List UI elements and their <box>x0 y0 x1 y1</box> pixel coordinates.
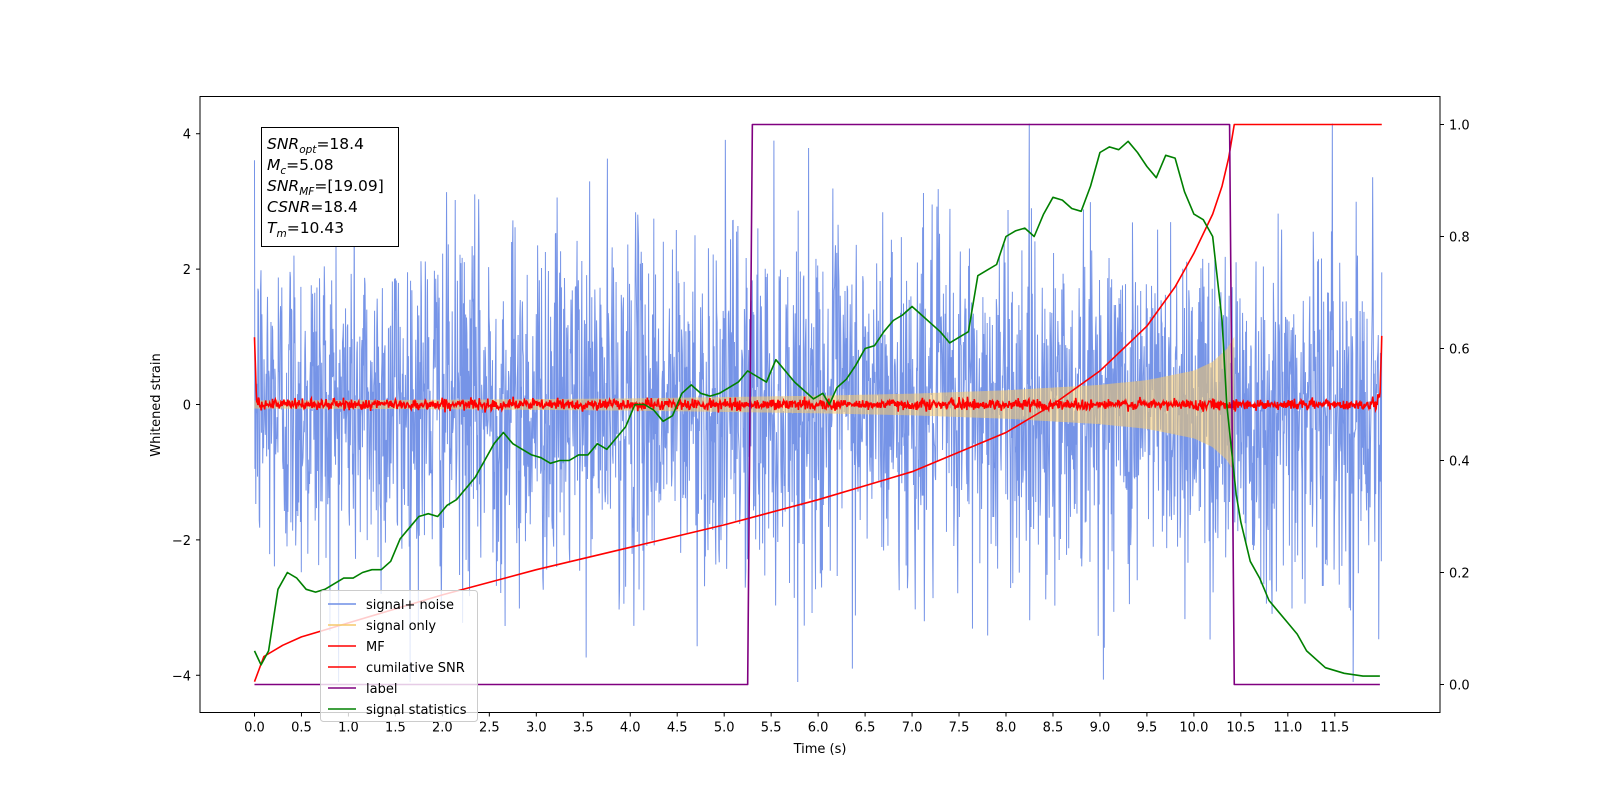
x-tick-label: 6.0 <box>808 721 829 736</box>
annotation-symbol: CSNR <box>267 198 310 216</box>
x-tick-label: 5.5 <box>761 721 782 736</box>
x-tick-label: 7.5 <box>949 721 970 736</box>
annotation-line: Tm=10.43 <box>267 219 344 240</box>
annotation-symbol: SNR <box>267 177 299 195</box>
y2-tick-label: 0.4 <box>1449 455 1470 470</box>
series-signal-statistics <box>253 140 1380 677</box>
x-tick-label: 0.5 <box>291 721 312 736</box>
legend-label: cumilative SNR <box>366 661 465 676</box>
x-tick-label: 10.5 <box>1226 721 1255 736</box>
y-tick-label: −4 <box>172 669 191 684</box>
x-tick-label: 8.0 <box>996 721 1017 736</box>
y2-tick-label: 1.0 <box>1449 119 1470 134</box>
series-label <box>254 123 1380 686</box>
x-tick-label: 11.0 <box>1273 721 1302 736</box>
axes-layer: 0.0 0.5 1.0 1.5 2.0 2.5 3.0 3.5 4.0 4.5 5.0 5.5 6.0 6… <box>172 119 1470 736</box>
legend-label: label <box>366 682 397 697</box>
x-tick-label: 8.5 <box>1043 721 1064 736</box>
x-tick-label: 2.0 <box>432 721 453 736</box>
x-tick-label: 5.0 <box>714 721 735 736</box>
annotation-line: SNRMF=[19.09] <box>267 177 384 198</box>
annotation-line: SNRopt=18.4 <box>267 135 364 156</box>
x-tick-label: 3.5 <box>573 721 594 736</box>
y2-tick-label: 0.8 <box>1449 231 1470 246</box>
legend: signal+ noise signal only MF cumilative SNR… <box>320 590 478 722</box>
annotation-value: =18.4 <box>310 198 358 216</box>
legend-label: MF <box>366 640 385 655</box>
annotation-value: =18.4 <box>316 135 364 153</box>
y-tick-label: 4 <box>183 128 191 143</box>
legend-label: signal statistics <box>366 703 467 718</box>
annotation-symbol: T <box>267 219 278 237</box>
x-tick-label: 3.0 <box>526 721 547 736</box>
y2-tick-label: 0.6 <box>1449 343 1470 358</box>
annotation-subscript: m <box>276 228 286 240</box>
x-axis-label: Time (s) <box>793 742 847 757</box>
annotation-box: SNRopt=18.4Mc=5.08SNRMF=[19.09]CSNR=18.4… <box>261 127 399 247</box>
x-tick-label: 6.5 <box>855 721 876 736</box>
x-tick-label: 4.5 <box>667 721 688 736</box>
y-axis-label: Whitened strain <box>149 353 164 456</box>
x-tick-label: 1.0 <box>338 721 359 736</box>
y2-tick-label: 0.0 <box>1449 679 1470 694</box>
legend-label: signal only <box>366 619 436 634</box>
y2-tick-label: 0.2 <box>1449 567 1470 582</box>
y-tick-label: 2 <box>183 263 191 278</box>
x-tick-label: 1.5 <box>385 721 406 736</box>
x-tick-label: 11.5 <box>1320 721 1349 736</box>
y-tick-label: −2 <box>172 534 191 549</box>
legend-frame <box>320 590 478 722</box>
annotation-symbol: SNR <box>267 135 299 153</box>
annotation-value: =10.43 <box>287 219 344 237</box>
annotation-subscript: MF <box>299 186 315 198</box>
annotation-line: CSNR=18.4 <box>267 198 358 216</box>
series-mf <box>253 335 1383 414</box>
x-tick-label: 9.0 <box>1090 721 1111 736</box>
y-tick-label: 0 <box>183 399 191 414</box>
legend-label: signal+ noise <box>366 598 454 613</box>
x-tick-label: 7.0 <box>902 721 923 736</box>
annotation-frame <box>261 127 399 247</box>
x-tick-label: 4.0 <box>620 721 641 736</box>
annotation-symbol: M <box>267 156 280 174</box>
annotation-value: =5.08 <box>286 156 334 174</box>
annotation-subscript: c <box>280 165 286 177</box>
annotation-value: =[19.09] <box>314 177 383 195</box>
annotation-line: Mc=5.08 <box>267 156 334 177</box>
x-tick-label: 9.5 <box>1137 721 1158 736</box>
x-tick-label: 2.5 <box>479 721 500 736</box>
x-tick-label: 10.0 <box>1179 721 1208 736</box>
annotation-subscript: opt <box>299 144 317 156</box>
x-tick-label: 0.0 <box>244 721 265 736</box>
